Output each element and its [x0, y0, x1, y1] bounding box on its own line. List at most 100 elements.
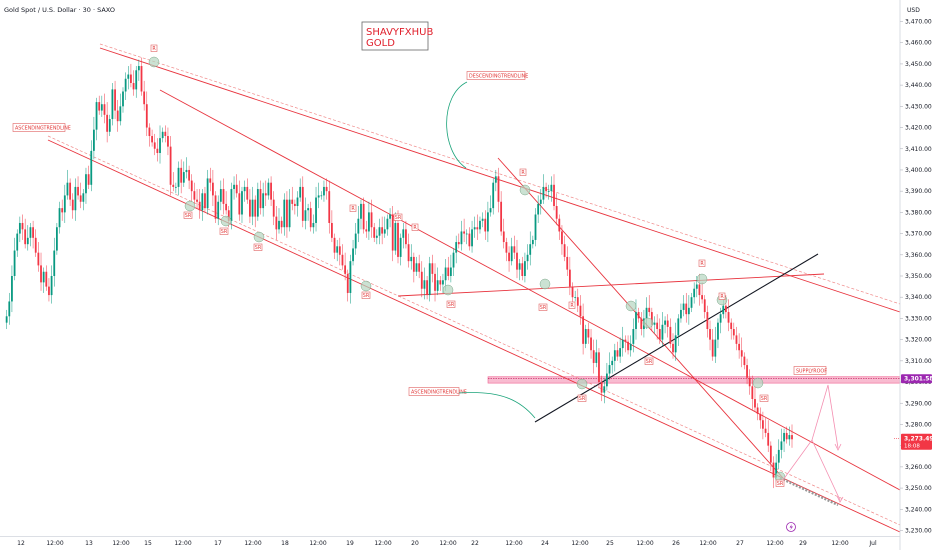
candle-body — [397, 222, 399, 257]
candle-body — [24, 229, 27, 245]
candle-body — [449, 267, 452, 276]
candle — [161, 127, 164, 143]
candle-body — [122, 91, 124, 107]
candle-body — [346, 273, 349, 293]
candle — [180, 159, 183, 194]
price-tag-countdown: 18:08 — [904, 443, 920, 449]
point-label: SR — [759, 394, 769, 402]
point-label-box — [411, 223, 419, 231]
annotation-box — [12, 123, 66, 132]
lower-channel-dashed — [47, 135, 901, 526]
candle-body — [225, 203, 228, 211]
candle-body — [693, 288, 696, 298]
candle-body — [270, 182, 272, 200]
candle — [439, 276, 442, 291]
candle-body — [656, 322, 659, 330]
candle-body — [341, 254, 344, 266]
candle — [434, 263, 436, 302]
point-label-box — [219, 227, 229, 235]
candle — [238, 180, 241, 221]
candle — [357, 206, 360, 243]
candle — [209, 167, 212, 192]
flash-icon[interactable] — [786, 522, 796, 532]
point-label: SR — [183, 211, 193, 219]
candle — [16, 229, 19, 257]
candle-body — [11, 276, 13, 302]
candle — [669, 318, 672, 349]
candle — [410, 244, 413, 270]
candle — [217, 195, 220, 226]
candle-body — [74, 186, 77, 211]
watermark-box — [361, 21, 429, 51]
candle — [754, 386, 756, 412]
candle-body — [637, 312, 640, 319]
candle-body — [791, 435, 793, 440]
candle-body — [8, 301, 11, 317]
point-label: SR — [446, 300, 456, 308]
candle-body — [687, 307, 690, 315]
x-tick-label: 25 — [606, 540, 614, 547]
candle-body — [251, 199, 254, 217]
candle — [69, 178, 72, 207]
y-tick-label: 3,280.00 — [905, 421, 932, 428]
candle — [449, 254, 452, 283]
candle — [108, 114, 111, 137]
candle-body — [648, 307, 651, 313]
candle-body — [537, 203, 540, 215]
candle-body — [259, 189, 262, 209]
candle-body — [685, 303, 688, 315]
point-label-box — [393, 213, 403, 221]
candle — [468, 227, 471, 251]
candle — [389, 208, 391, 228]
candle — [344, 252, 347, 281]
candle-body — [29, 227, 32, 238]
x-tick-label: 12:00 — [699, 540, 716, 547]
candle — [420, 261, 423, 298]
candle-body — [621, 339, 624, 349]
x-tick-label: Jul — [868, 540, 877, 547]
candle — [362, 197, 365, 234]
candle — [127, 66, 130, 90]
candle — [592, 339, 595, 374]
candle-body — [674, 335, 677, 353]
candle-body — [709, 329, 711, 340]
candle — [680, 303, 682, 323]
candle-body — [381, 227, 384, 234]
candle — [587, 322, 590, 344]
candle — [455, 235, 458, 264]
candle — [119, 93, 122, 126]
candle-body — [627, 341, 629, 351]
candle — [484, 210, 487, 240]
point-label-text: R — [521, 170, 525, 176]
candle-body — [5, 316, 8, 323]
candle — [616, 341, 619, 361]
candle-body — [116, 110, 119, 122]
candle-body — [785, 432, 788, 440]
candle — [764, 418, 767, 438]
candle — [174, 182, 177, 194]
candle-body — [362, 203, 365, 230]
candle — [595, 339, 598, 368]
candle — [648, 295, 651, 317]
candle — [32, 220, 34, 249]
candle-body — [368, 212, 370, 232]
candle — [206, 169, 209, 215]
point-label: R — [718, 292, 726, 300]
candle — [727, 299, 730, 332]
candle-body — [172, 184, 175, 187]
candle-body — [77, 186, 79, 196]
y-tick-label: 3,340.00 — [905, 294, 932, 301]
candle — [106, 102, 109, 143]
y-tick-label: 3,450.00 — [905, 61, 932, 68]
x-tick-label: 29 — [799, 540, 807, 547]
candle — [640, 312, 643, 336]
candle — [267, 178, 270, 200]
candle-body — [13, 250, 16, 276]
candle — [687, 295, 690, 325]
candle — [505, 237, 508, 262]
candle — [100, 95, 103, 117]
candle-body — [243, 186, 246, 192]
point-label-box — [519, 168, 527, 176]
candle — [492, 178, 495, 215]
candle — [151, 129, 153, 147]
